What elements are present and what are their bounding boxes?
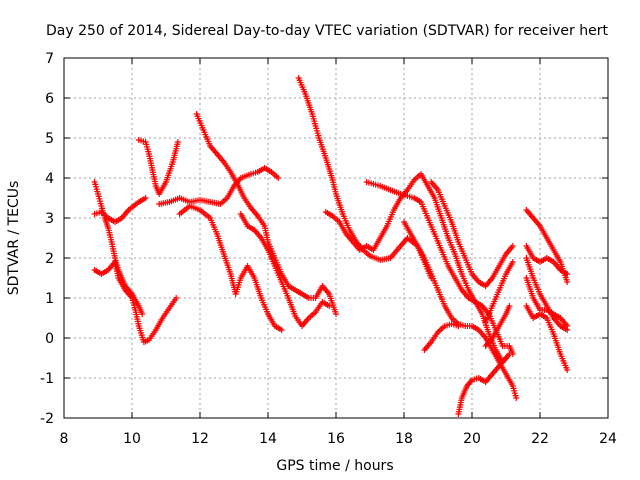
data-point [509,243,516,249]
series-track-11 [363,179,516,357]
x-tick-label: 16 [327,431,345,447]
y-tick-label: 0 [45,331,54,347]
x-tick-label: 8 [60,431,69,447]
series-track-19 [523,243,571,277]
data-point [142,195,149,201]
data-point [275,175,282,181]
chart-title: Day 250 of 2014, Sidereal Day-to-day VTE… [46,23,608,39]
data-point [139,311,146,317]
x-tick-label: 10 [123,431,141,447]
data-points [91,75,571,417]
data-point [455,323,462,329]
x-tick-label: 22 [531,431,549,447]
series-track-6 [193,111,339,317]
y-axis-title: SDTVAR / TECUs [6,181,22,296]
series-track-14 [428,179,516,289]
series-track-7 [176,203,285,333]
data-point [174,139,181,145]
data-point [333,311,339,317]
data-point [564,271,571,277]
data-point [503,355,509,361]
data-point [278,327,285,333]
series-track-20 [523,255,571,333]
data-point [564,323,571,329]
x-tick-label: 14 [259,431,277,447]
series-track-22 [523,303,571,373]
y-tick-label: 2 [45,251,54,267]
series-track-15 [455,355,509,417]
data-point [173,295,180,301]
series-track-1 [91,259,180,345]
data-point [506,303,513,309]
series-track-16 [482,259,516,325]
data-point [326,303,333,309]
series-track-4 [135,137,181,197]
series-track-5 [156,165,282,207]
y-tick-label: 1 [45,291,54,307]
x-tick-label: 20 [463,431,481,447]
y-tick-label: 4 [45,171,54,187]
data-point [513,395,520,401]
data-point [509,259,516,265]
data-point [509,351,516,357]
y-tick-label: 6 [45,91,54,107]
y-tick-label: -1 [40,371,54,387]
series-track-10 [322,171,513,365]
series-track-17 [482,303,513,349]
y-tick-label: 5 [45,131,54,147]
series-track-3 [91,179,146,317]
x-tick-label: 12 [191,431,209,447]
series-track-8 [237,211,333,329]
series-track-13 [421,321,462,353]
x-tick-label: 24 [599,431,617,447]
series-track-21 [523,275,571,329]
y-tick-label: 3 [45,211,54,227]
y-tick-label: -2 [40,411,54,427]
x-tick-label: 18 [395,431,413,447]
x-axis-title: GPS time / hours [276,458,393,474]
y-tick-label: 7 [45,51,54,67]
data-point [564,367,571,373]
data-point [564,279,571,285]
